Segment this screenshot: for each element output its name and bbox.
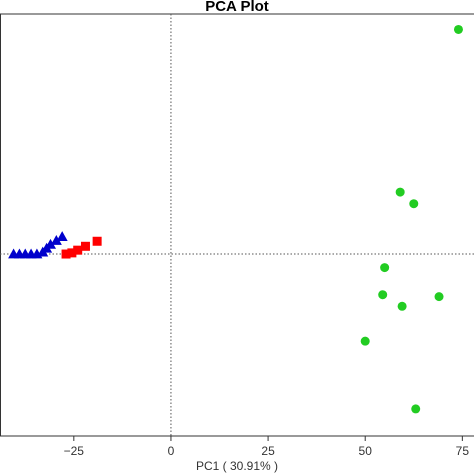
x-axis-ticks: −25 0 25 50 75 xyxy=(64,436,470,458)
point-circle-9 xyxy=(411,404,421,414)
point-circle-2 xyxy=(395,187,405,197)
point-square-1 xyxy=(61,249,71,259)
point-square-5 xyxy=(92,236,102,246)
point-circle-7 xyxy=(434,292,444,302)
x-tick-label-1: −25 xyxy=(64,444,85,458)
point-circle-3 xyxy=(409,199,419,209)
chart-title: PCA Plot xyxy=(205,0,269,15)
point-square-2 xyxy=(67,248,77,258)
x-axis-label: PC1 ( 30.91% ) xyxy=(196,459,278,473)
x-tick-label-5: 75 xyxy=(456,444,470,458)
point-circle-4 xyxy=(380,263,390,273)
point-square-3 xyxy=(73,245,83,255)
x-tick-label-3: 25 xyxy=(261,444,275,458)
point-triangle-10 xyxy=(56,231,68,242)
point-square-4 xyxy=(80,241,90,251)
point-circle-6 xyxy=(397,301,407,311)
x-tick-label-2: 0 xyxy=(168,444,175,458)
point-triangle-9 xyxy=(50,234,62,245)
point-circle-8 xyxy=(360,336,370,346)
reference-lines xyxy=(0,14,474,436)
data-points xyxy=(8,24,463,414)
point-triangle-8 xyxy=(45,238,57,249)
plot-panel xyxy=(0,13,474,437)
point-circle-1 xyxy=(453,24,463,34)
point-circle-5 xyxy=(378,290,388,300)
x-tick-label-4: 50 xyxy=(359,444,373,458)
